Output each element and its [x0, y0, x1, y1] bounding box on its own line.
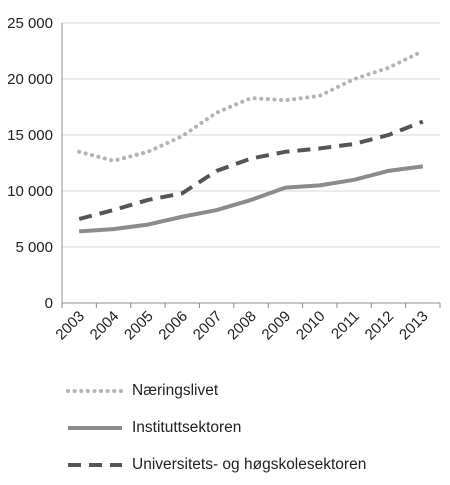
x-tick-label: 2007: [190, 308, 226, 344]
x-tick-label: 2008: [224, 308, 260, 344]
x-tick-label: 2012: [362, 308, 398, 344]
x-tick-label: 2013: [396, 308, 432, 344]
series-line-solid: [79, 164, 424, 234]
y-tick-label: 10 000: [7, 183, 53, 200]
legend: Næringslivet Instituttsektoren Universit…: [66, 372, 436, 483]
y-tick-labels: 0 5 000 10 000 15 000 20 000 25 000: [7, 15, 53, 312]
legend-item-universitets-og-hogskolesektoren: Universitets- og høgskolesektoren: [66, 446, 436, 483]
x-tick-label: 2011: [328, 308, 363, 343]
x-tick-label: 2004: [87, 308, 123, 344]
x-tick-label: 2009: [259, 308, 295, 344]
y-tick-label: 20 000: [7, 71, 53, 88]
x-tick-label: 2003: [52, 308, 88, 344]
legend-item-naeringslivet: Næringslivet: [66, 372, 436, 409]
x-tick-label: 2006: [155, 308, 191, 344]
series-lines: [77, 49, 425, 234]
y-tick-label: 15 000: [7, 127, 53, 144]
gridlines: [62, 22, 440, 248]
legend-label: Instituttsektoren: [132, 418, 242, 436]
series-line-dotted: [77, 49, 425, 163]
x-tick-label: 2005: [121, 308, 157, 344]
y-tick-label: 25 000: [7, 15, 53, 32]
x-tick-label: 2010: [293, 308, 329, 344]
legend-swatch-dotted: [66, 388, 124, 393]
legend-label: Næringslivet: [132, 381, 219, 399]
series-line-dashed: [78, 119, 424, 221]
legend-item-instituttsektoren: Instituttsektoren: [66, 409, 436, 446]
axes: [61, 23, 441, 308]
legend-swatch-solid: [68, 425, 122, 430]
y-tick-label: 5 000: [15, 239, 53, 256]
legend-label: Universitets- og høgskolesektoren: [132, 455, 367, 473]
y-tick-label: 0: [45, 295, 53, 312]
legend-swatch-dashed: [68, 462, 122, 467]
